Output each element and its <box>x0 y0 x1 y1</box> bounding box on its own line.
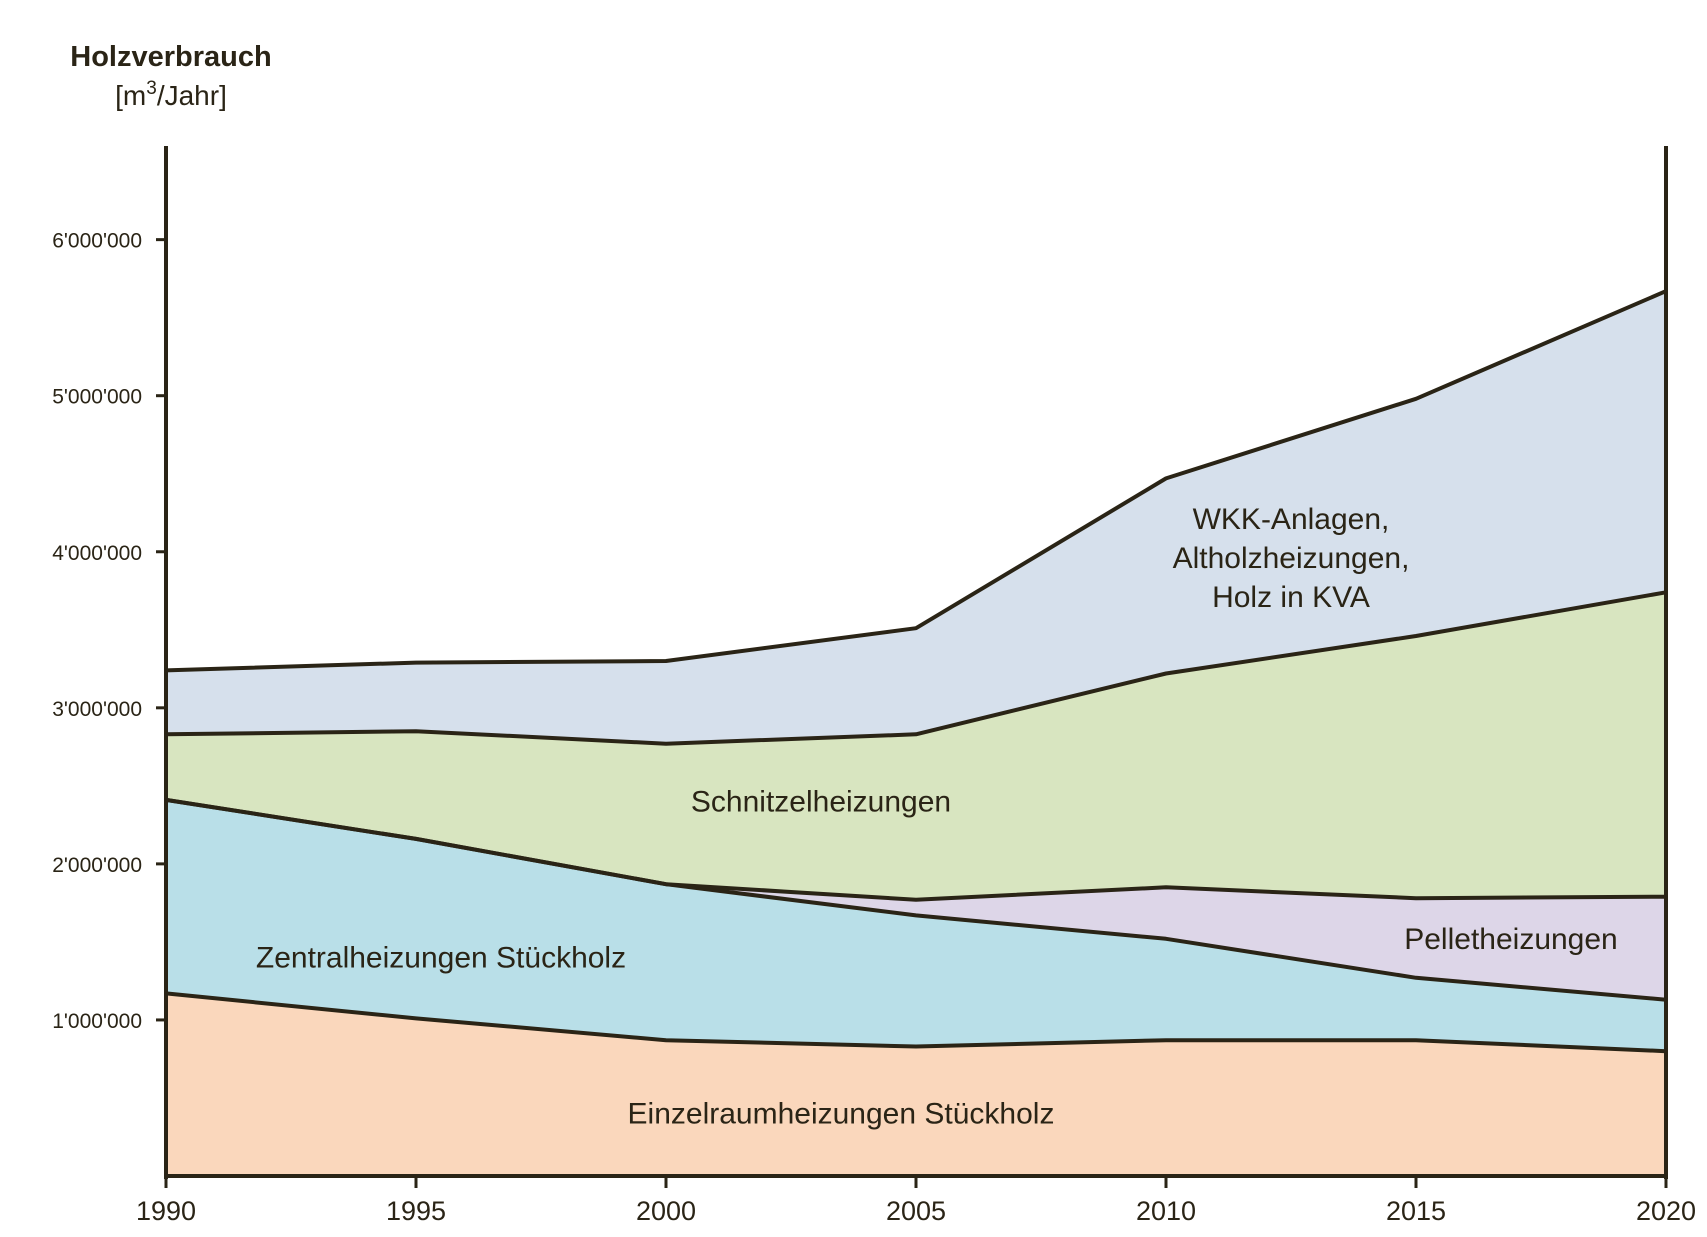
y-tick-label: 3'000'000 <box>52 698 142 721</box>
line-schnitzelheizungen <box>165 590 1667 746</box>
area-layers <box>166 291 1666 1176</box>
area-wkk-anlagen-altholzheizungen-holz-in-kva <box>166 291 1666 744</box>
area-schnitzelheizungen <box>166 592 1666 900</box>
x-tick-label: 2020 <box>1636 1196 1696 1226</box>
line-pelletheizungen <box>165 797 1667 902</box>
x-tick-label: 2015 <box>1386 1196 1446 1226</box>
area-label: Zentralheizungen Stückholz <box>256 942 626 975</box>
area-labels: Einzelraumheizungen Stückholz Zentralheiz… <box>256 503 1618 1131</box>
x-tick-label: 2000 <box>636 1196 696 1226</box>
y-tick-label: 5'000'000 <box>52 386 142 409</box>
area-einzelraumheizungen-stückholz <box>166 993 1666 1176</box>
area-label: Einzelraumheizungen Stückholz <box>628 1098 1055 1131</box>
axes: 1'000'000 2'000'000 3'000'000 4'000'000 5'00… <box>52 41 1696 1226</box>
y-tick-label: 2'000'000 <box>52 854 142 877</box>
x-tick-label: 1990 <box>136 1196 196 1226</box>
y-tick-label: 4'000'000 <box>52 542 142 565</box>
line-einzelraumheizungen-stückholz <box>165 991 1667 1054</box>
y-axis-unit: [m3/Jahr] <box>115 78 227 111</box>
area-label: Schnitzelheizungen <box>691 785 951 818</box>
area-label: Pelletheizungen <box>1404 923 1618 956</box>
line-wkk-anlagen-altholzheizungen-holz-in-kva <box>165 289 1667 673</box>
area-label: WKK-Anlagen, <box>1193 503 1390 536</box>
x-tick-label: 2005 <box>886 1196 946 1226</box>
series-boundary-lines <box>165 289 1667 1054</box>
area-label: Altholzheizungen, <box>1173 542 1410 575</box>
y-tick-label: 1'000'000 <box>52 1010 142 1033</box>
x-tick-label: 1995 <box>386 1196 446 1226</box>
y-axis-title: Holzverbrauch <box>70 41 271 73</box>
x-tick-label: 2010 <box>1136 1196 1196 1226</box>
area-label: Holz in KVA <box>1212 581 1370 614</box>
y-tick-label: 6'000'000 <box>52 230 142 253</box>
